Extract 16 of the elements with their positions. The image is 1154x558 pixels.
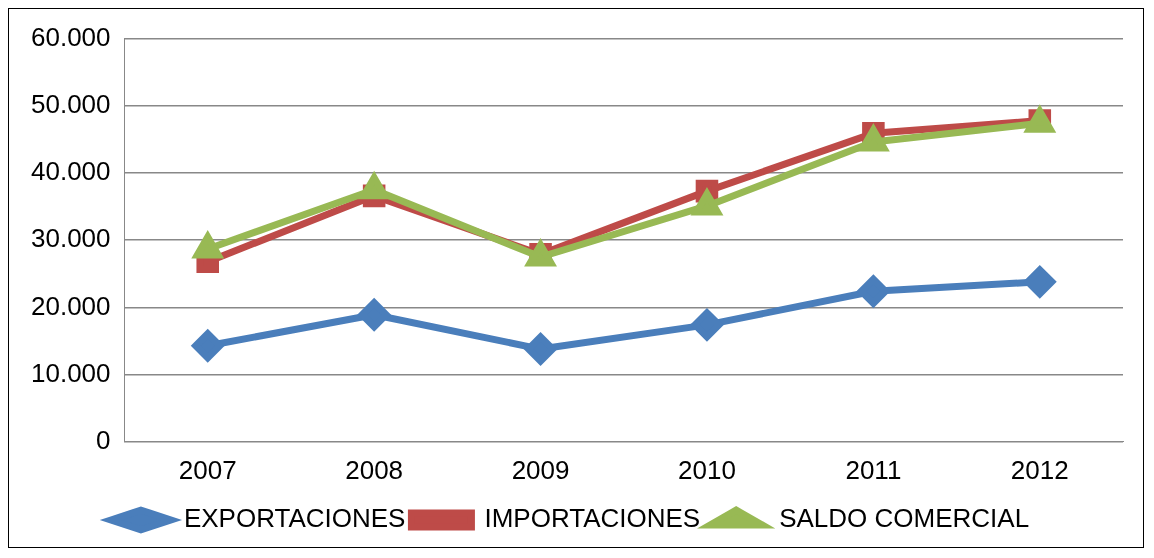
legend-label: IMPORTACIONES [484,503,701,534]
x-tick-label: 2008 [345,454,404,485]
y-tick-label: 50.000 [30,88,111,119]
x-tick-label: 2007 [178,454,237,485]
legend-label: EXPORTACIONES [183,503,406,534]
x-tick-label: 2009 [511,454,570,485]
y-tick-label: 30.000 [30,223,111,254]
y-tick-label: 0 [96,424,111,455]
y-tick-label: 10.000 [30,357,111,388]
legend-label: SALDO COMERCIAL [779,503,1030,534]
x-tick-label: 2011 [845,454,902,485]
x-tick-label: 2010 [678,454,736,485]
x-tick-label: 2012 [1010,454,1069,485]
y-tick-label: 40.000 [30,156,111,187]
y-tick-label: 60.000 [30,21,111,52]
y-tick-label: 20.000 [30,290,111,321]
